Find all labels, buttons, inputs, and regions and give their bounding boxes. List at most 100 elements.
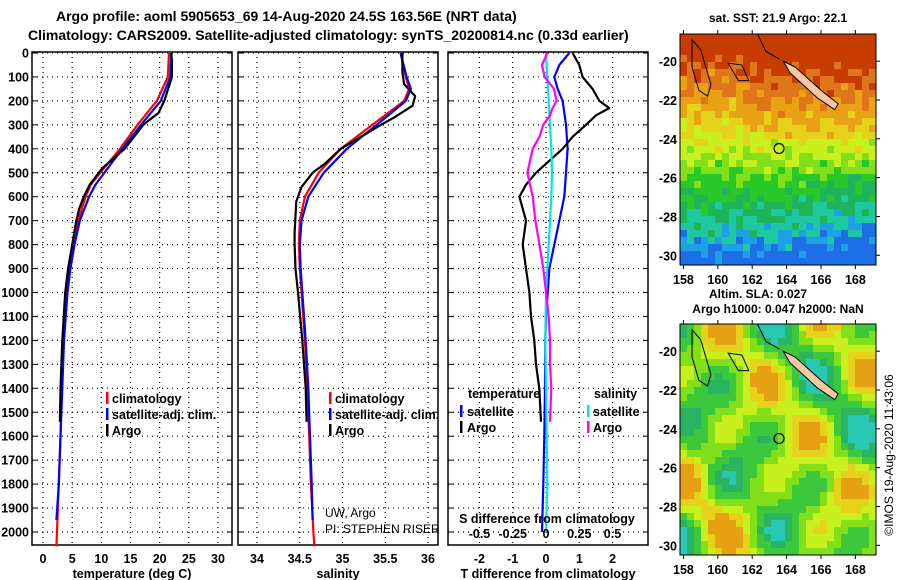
map-pixel xyxy=(820,541,827,548)
map-pixel xyxy=(722,202,729,209)
map-pixel xyxy=(750,527,757,534)
map-pixel xyxy=(764,237,771,244)
map-pixel xyxy=(687,118,694,125)
map-pixel xyxy=(848,195,855,202)
map-pixel xyxy=(694,167,701,174)
map-pixel xyxy=(855,492,862,499)
map-pixel xyxy=(862,97,869,104)
map-pixel xyxy=(680,457,687,464)
map-pixel xyxy=(869,422,876,429)
map-pixel xyxy=(687,125,694,132)
map-pixel xyxy=(736,443,743,450)
map-pixel xyxy=(743,258,750,265)
map-pixel xyxy=(855,443,862,450)
map-pixel xyxy=(820,34,827,41)
map-pixel xyxy=(729,436,736,443)
map-pixel xyxy=(708,499,715,506)
map-x-tick-label: 164 xyxy=(776,273,797,287)
map-pixel xyxy=(799,380,806,387)
map-pixel xyxy=(687,457,694,464)
map-pixel xyxy=(813,237,820,244)
map-pixel xyxy=(827,548,834,555)
map-pixel xyxy=(722,55,729,62)
map-pixel xyxy=(687,324,694,331)
map-pixel xyxy=(687,188,694,195)
map-pixel xyxy=(708,443,715,450)
map-pixel xyxy=(771,153,778,160)
map-pixel xyxy=(862,160,869,167)
map-pixel xyxy=(799,244,806,251)
map-pixel xyxy=(722,160,729,167)
map-pixel xyxy=(792,181,799,188)
map-pixel xyxy=(687,450,694,457)
map-pixel xyxy=(680,97,687,104)
map-pixel xyxy=(757,359,764,366)
map-pixel xyxy=(792,485,799,492)
map-pixel xyxy=(729,464,736,471)
map-pixel xyxy=(736,338,743,345)
map-pixel xyxy=(687,366,694,373)
map-pixel xyxy=(764,492,771,499)
map-pixel xyxy=(778,359,785,366)
map-pixel xyxy=(855,132,862,139)
map-pixel xyxy=(757,97,764,104)
map-pixel xyxy=(792,230,799,237)
map-pixel xyxy=(736,429,743,436)
map-pixel xyxy=(736,541,743,548)
map-pixel xyxy=(820,324,827,331)
map-pixel xyxy=(792,216,799,223)
map-pixel xyxy=(729,324,736,331)
map-pixel xyxy=(743,373,750,380)
map-pixel xyxy=(722,359,729,366)
map-pixel xyxy=(827,111,834,118)
map-pixel xyxy=(862,83,869,90)
map-pixel xyxy=(792,90,799,97)
map-pixel xyxy=(722,492,729,499)
map-pixel xyxy=(778,324,785,331)
secondary-x-axis-label: S difference from climatology xyxy=(459,512,635,526)
map-pixel xyxy=(750,188,757,195)
map-pixel xyxy=(764,258,771,265)
map-pixel xyxy=(827,464,834,471)
map-pixel xyxy=(799,188,806,195)
map-pixel xyxy=(799,34,806,41)
map-pixel xyxy=(680,338,687,345)
map-pixel xyxy=(841,429,848,436)
map-pixel xyxy=(701,331,708,338)
map-pixel xyxy=(729,380,736,387)
map-pixel xyxy=(701,209,708,216)
map-pixel xyxy=(785,258,792,265)
map-pixel xyxy=(827,485,834,492)
map-pixel xyxy=(834,352,841,359)
map-pixel xyxy=(729,209,736,216)
map-pixel xyxy=(764,534,771,541)
map-pixel xyxy=(729,237,736,244)
map-pixel xyxy=(855,366,862,373)
map-pixel xyxy=(757,69,764,76)
map-pixel xyxy=(869,132,876,139)
map-pixel xyxy=(869,506,876,513)
map-pixel xyxy=(771,478,778,485)
map-pixel xyxy=(701,132,708,139)
map-pixel xyxy=(848,160,855,167)
map-pixel xyxy=(848,387,855,394)
map-pixel xyxy=(722,188,729,195)
map-pixel xyxy=(722,223,729,230)
map-pixel xyxy=(799,443,806,450)
map-pixel xyxy=(729,41,736,48)
map-pixel xyxy=(785,485,792,492)
map-pixel xyxy=(778,450,785,457)
map-pixel xyxy=(722,118,729,125)
map-pixel xyxy=(869,55,876,62)
map-pixel xyxy=(722,352,729,359)
map-pixel xyxy=(729,76,736,83)
map-pixel xyxy=(750,216,757,223)
map-pixel xyxy=(750,83,757,90)
map-pixel xyxy=(764,541,771,548)
map-pixel xyxy=(708,478,715,485)
map-pixel xyxy=(764,118,771,125)
map-pixel xyxy=(869,188,876,195)
map-pixel xyxy=(792,345,799,352)
map-pixel xyxy=(722,76,729,83)
map-pixel xyxy=(792,457,799,464)
